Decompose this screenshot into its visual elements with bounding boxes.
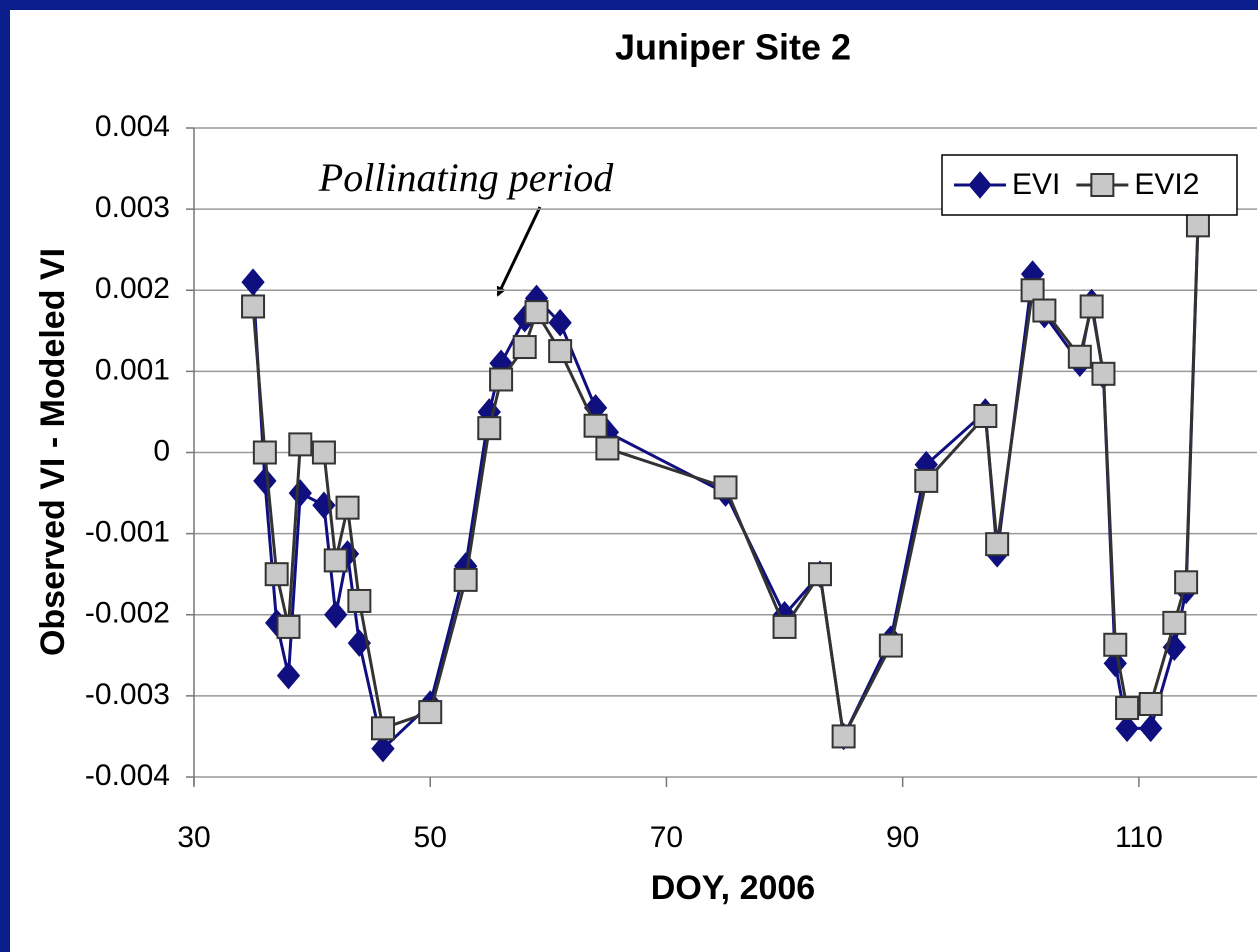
point	[985, 532, 1010, 557]
x-tick-label: 90	[886, 821, 919, 854]
point	[1020, 278, 1045, 303]
y-tick-label: -0.003	[85, 678, 170, 711]
series	[241, 213, 1210, 749]
point	[583, 413, 608, 438]
point	[968, 171, 992, 199]
point	[548, 339, 573, 364]
point	[512, 335, 537, 360]
point	[1103, 632, 1128, 657]
y-axis-label: Observed VI - Modeled VI	[34, 248, 72, 656]
x-axis-label: DOY, 2006	[651, 869, 815, 907]
y-tick-label: 0	[153, 434, 170, 467]
point	[1185, 213, 1210, 238]
point	[241, 294, 266, 319]
point	[1103, 649, 1127, 678]
point	[253, 467, 277, 495]
y-tick-label: 0.002	[95, 272, 170, 305]
point	[252, 440, 277, 465]
point	[489, 367, 514, 392]
annotation-arrow	[496, 206, 542, 297]
point	[418, 700, 443, 725]
point	[288, 479, 312, 507]
point	[323, 548, 348, 573]
y-tick-label: -0.001	[85, 516, 170, 549]
point	[311, 440, 336, 465]
point	[370, 716, 395, 741]
point	[973, 403, 998, 428]
y-tick-label: -0.002	[85, 597, 170, 630]
point	[371, 734, 395, 763]
legend-label: EVI	[1012, 168, 1060, 201]
panel	[10, 10, 1258, 952]
point	[347, 588, 372, 613]
point	[1162, 610, 1187, 635]
point	[1138, 691, 1163, 716]
point	[772, 614, 797, 639]
point	[1091, 361, 1116, 386]
point	[1115, 696, 1140, 721]
point	[276, 661, 301, 690]
point	[595, 436, 620, 461]
point	[548, 308, 572, 337]
point	[713, 475, 738, 500]
point	[1067, 344, 1092, 369]
x-tick-label: 50	[414, 821, 447, 854]
point	[477, 416, 502, 441]
point	[914, 468, 939, 493]
point	[807, 562, 832, 587]
point	[1032, 298, 1057, 323]
chart-title: Juniper Site 2	[615, 27, 851, 68]
legend-label: EVI2	[1134, 168, 1199, 201]
y-tick-label: 0.004	[95, 110, 170, 143]
point	[1115, 714, 1139, 743]
point	[831, 724, 856, 749]
point	[1079, 294, 1104, 319]
y-tick-label: -0.004	[85, 759, 170, 792]
point	[1090, 173, 1115, 197]
x-tick-label: 30	[177, 821, 210, 854]
point	[335, 495, 360, 520]
point	[324, 600, 348, 629]
x-tick-label: 110	[1115, 821, 1163, 854]
y-tick-label: 0.001	[95, 353, 170, 386]
x-tick-label: 70	[650, 821, 683, 854]
point	[453, 567, 478, 592]
legend: EVI EVI2	[941, 154, 1238, 216]
point	[288, 432, 313, 457]
point	[276, 614, 301, 639]
point	[1139, 714, 1163, 743]
point	[524, 300, 549, 325]
point	[878, 633, 903, 658]
y-tick-label: 0.003	[95, 191, 170, 224]
annotation: Pollinating period	[318, 155, 614, 200]
point	[264, 562, 289, 587]
point	[1174, 570, 1199, 595]
